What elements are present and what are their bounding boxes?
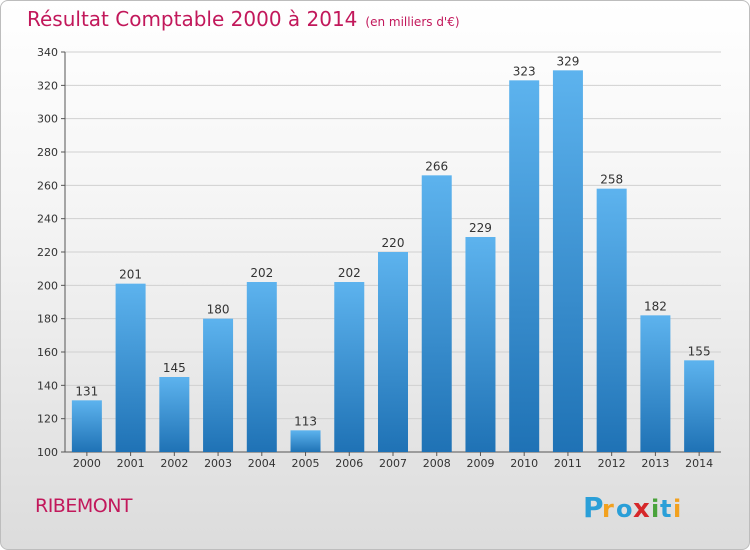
data-label: 202 bbox=[338, 266, 361, 280]
data-label: 229 bbox=[469, 221, 492, 235]
data-label: 266 bbox=[425, 159, 448, 173]
data-label: 220 bbox=[382, 236, 405, 250]
bar-2002 bbox=[159, 377, 190, 452]
bar-2010 bbox=[509, 80, 540, 452]
x-tick-label: 2009 bbox=[466, 457, 494, 470]
y-tick-label: 200 bbox=[37, 279, 58, 292]
data-label: 258 bbox=[600, 173, 623, 187]
data-label: 113 bbox=[294, 414, 317, 428]
svg-text:o: o bbox=[616, 495, 633, 523]
bar-2012 bbox=[596, 188, 627, 452]
x-tick-label: 2012 bbox=[598, 457, 626, 470]
y-tick-label: 220 bbox=[37, 246, 58, 259]
bars bbox=[71, 70, 715, 453]
data-label: 145 bbox=[163, 361, 186, 375]
labels: 100 120 140 160 180 200 220 240 260 280 300 320 340 2… bbox=[37, 46, 713, 470]
bar-2011 bbox=[552, 70, 583, 452]
y-tick-label: 260 bbox=[37, 179, 58, 192]
bar-2007 bbox=[378, 252, 408, 452]
x-tick-label: 2007 bbox=[379, 457, 407, 470]
y-tick-label: 240 bbox=[37, 213, 58, 226]
chart-title: Résultat Comptable 2000 à 2014 bbox=[27, 7, 358, 31]
data-label: 329 bbox=[556, 54, 579, 68]
y-tick-label: 280 bbox=[37, 146, 58, 159]
x-tick-label: 2001 bbox=[117, 457, 145, 470]
svg-text:i: i bbox=[651, 495, 659, 523]
x-tick-label: 2010 bbox=[510, 457, 538, 470]
bar-2000 bbox=[71, 400, 102, 452]
bar-2013 bbox=[640, 315, 671, 452]
town-name: RIBEMONT bbox=[35, 495, 133, 517]
svg-text:r: r bbox=[602, 495, 614, 523]
x-tick-label: 2003 bbox=[204, 457, 232, 470]
x-tick-label: 2004 bbox=[248, 457, 276, 470]
data-label: 180 bbox=[207, 303, 230, 317]
data-label: 202 bbox=[250, 266, 273, 280]
y-tick-label: 140 bbox=[37, 379, 58, 392]
bar-2008 bbox=[421, 175, 452, 453]
data-label: 182 bbox=[644, 299, 667, 313]
x-tick-label: 2000 bbox=[73, 457, 101, 470]
x-tick-label: 2011 bbox=[554, 457, 582, 470]
data-label: 155 bbox=[688, 344, 711, 358]
x-tick-label: 2008 bbox=[423, 457, 451, 470]
bar-2005 bbox=[290, 430, 321, 452]
x-tick-label: 2002 bbox=[160, 457, 188, 470]
chart-subtitle: (en milliers d'€) bbox=[365, 15, 460, 29]
chart-title-block: Résultat Comptable 2000 à 2014 (en millie… bbox=[27, 7, 460, 31]
x-tick-label: 2013 bbox=[641, 457, 669, 470]
bar-2003 bbox=[203, 318, 234, 452]
svg-text:P: P bbox=[583, 491, 604, 524]
bar-2014 bbox=[684, 360, 715, 452]
bar-2004 bbox=[246, 282, 277, 452]
y-tick-label: 340 bbox=[37, 46, 58, 59]
y-tick-label: 160 bbox=[37, 346, 58, 359]
proxiti-logo: P r o x i t i bbox=[583, 491, 681, 524]
bar-2009 bbox=[465, 237, 496, 452]
y-tick-label: 100 bbox=[37, 446, 58, 459]
bar-2001 bbox=[115, 283, 146, 452]
y-tick-label: 300 bbox=[37, 113, 58, 126]
x-tick-label: 2005 bbox=[292, 457, 320, 470]
x-tick-label: 2014 bbox=[685, 457, 713, 470]
data-label: 323 bbox=[513, 64, 536, 78]
svg-text:i: i bbox=[673, 495, 681, 523]
y-tick-label: 320 bbox=[37, 79, 58, 92]
bar-chart: 100 120 140 160 180 200 220 240 260 280 300 320 340 2… bbox=[37, 46, 721, 470]
y-tick-label: 180 bbox=[37, 313, 58, 326]
data-label: 201 bbox=[119, 268, 142, 282]
svg-text:t: t bbox=[660, 495, 671, 523]
svg-text:x: x bbox=[633, 494, 650, 524]
bar-2006 bbox=[334, 282, 365, 452]
y-tick-label: 120 bbox=[37, 413, 58, 426]
data-label: 131 bbox=[75, 384, 98, 398]
x-tick-label: 2006 bbox=[335, 457, 363, 470]
